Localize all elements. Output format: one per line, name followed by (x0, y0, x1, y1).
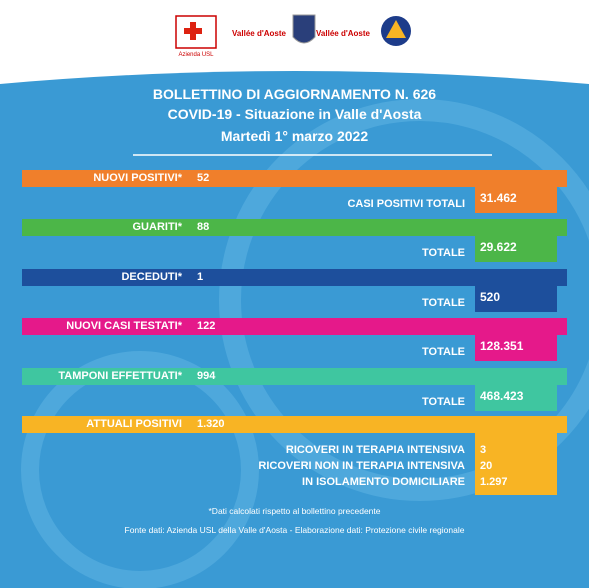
source: Fonte dati: Azienda USL della Valle d'Ao… (124, 525, 465, 535)
total-value: 128.351 (480, 339, 524, 354)
row-value: 1.320 (197, 418, 225, 430)
row-label: DECEDUTI* (121, 270, 182, 283)
detail-value: 3 (480, 444, 487, 456)
total-label: TOTALE (422, 346, 465, 359)
detail-value: 1.297 (480, 476, 508, 488)
logo-triangle (386, 20, 406, 38)
total-box (475, 335, 557, 362)
total-label: TOTALE (422, 296, 465, 309)
logo-shield (292, 14, 316, 44)
watermark (21, 351, 259, 588)
row-label: NUOVI CASI TESTATI* (66, 320, 182, 333)
total-value: 520 (480, 289, 501, 304)
row-label: ATTUALI POSITIVI (86, 418, 182, 430)
bar (22, 219, 567, 237)
date: Martedì 1° marzo 2022 (220, 128, 369, 144)
detail-label: RICOVERI IN TERAPIA INTENSIVA (285, 444, 465, 456)
row-label: NUOVI POSITIVI* (93, 172, 182, 184)
watermark (219, 99, 589, 501)
row-value: 1 (197, 270, 204, 283)
row-label: GUARITI* (132, 221, 183, 234)
subtitle: COVID-19 - Situazione in Valle d'Aosta (167, 106, 422, 122)
total-label: TOTALE (422, 247, 465, 260)
detail-label: RICOVERI NON IN TERAPIA INTENSIVA (258, 460, 465, 472)
logo-text: Vallée d'Aoste (232, 29, 286, 38)
bar (22, 367, 567, 385)
bar (22, 416, 567, 433)
total-box (475, 384, 557, 411)
note: *Dati calcolati rispetto al bollettino p… (208, 506, 381, 516)
bar (22, 318, 567, 336)
row-value: 994 (197, 369, 216, 382)
total-label: CASI POSITIVI TOTALI (347, 198, 465, 210)
row-label: TAMPONI EFFETTUATI* (58, 369, 182, 382)
logo-cross (184, 22, 202, 40)
total-box (475, 433, 557, 495)
row-value: 122 (197, 320, 216, 333)
detail-label: IN ISOLAMENTO DOMICILIARE (302, 476, 465, 488)
title: BOLLETTINO DI AGGIORNAMENTO N. 626 (152, 86, 437, 102)
bar (22, 170, 567, 187)
logo-text: Vallée d'Aoste (316, 29, 370, 38)
total-value: 31.462 (480, 191, 517, 205)
total-box (475, 285, 557, 312)
detail-value: 20 (480, 460, 493, 472)
total-value: 468.423 (480, 388, 524, 403)
row-value: 88 (197, 221, 210, 234)
total-box (475, 187, 557, 213)
logo-text: Azienda USL (178, 52, 214, 58)
total-label: TOTALE (422, 395, 465, 408)
row-value: 52 (197, 172, 210, 184)
total-box (475, 236, 557, 263)
total-value: 29.622 (480, 240, 517, 255)
bar (22, 268, 567, 286)
